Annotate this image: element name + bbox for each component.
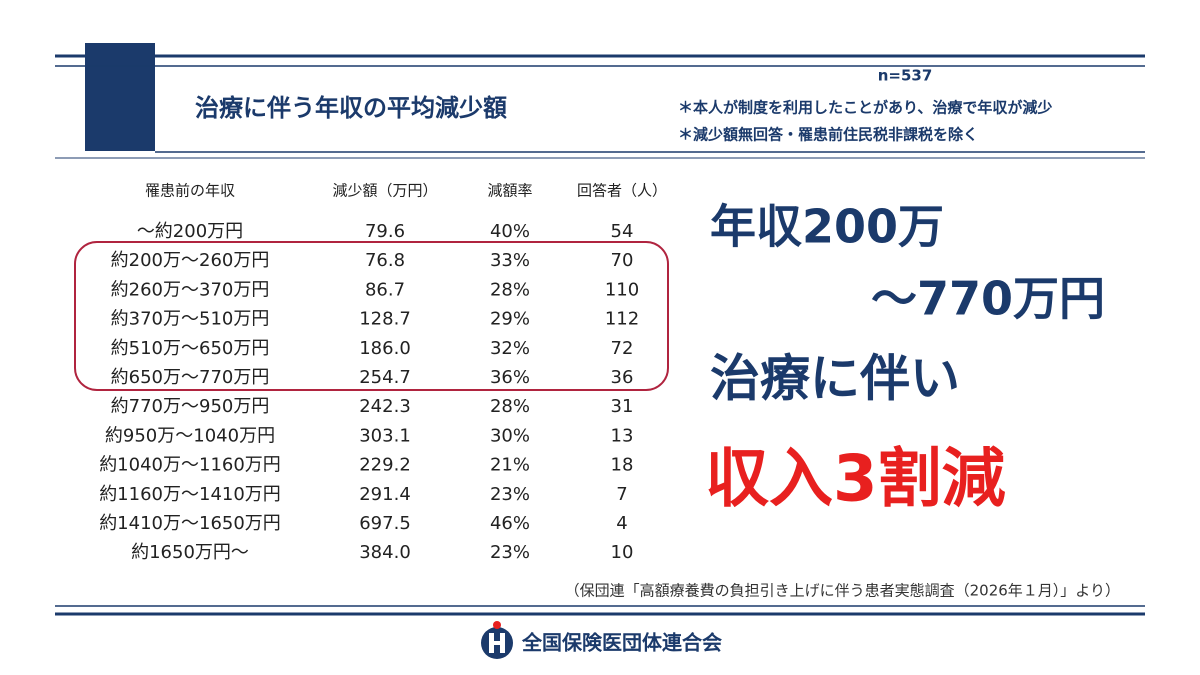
table-cell: 128.7 <box>359 309 411 330</box>
callout: 治療に伴い <box>710 350 960 408</box>
table-cell: 4 <box>616 513 627 534</box>
table-cell: 約950万～1040万円 <box>105 425 275 446</box>
table-cell: 29% <box>490 309 530 330</box>
table-cell: 36 <box>611 367 634 388</box>
table-cell: 23% <box>490 542 530 563</box>
table-cell: 28% <box>490 396 530 417</box>
table-cell: 約650万～770万円 <box>111 367 270 388</box>
table-cell: ～約200万円 <box>137 221 243 242</box>
table-cell: 32% <box>490 338 530 359</box>
table-cell: 10 <box>611 542 634 563</box>
table-cell: 291.4 <box>359 484 411 505</box>
table-cell: 13 <box>611 425 634 446</box>
table-cell: 76.8 <box>365 250 405 271</box>
table-cell: 36% <box>490 367 530 388</box>
logo <box>481 621 513 659</box>
table-cell: 79.6 <box>365 221 405 242</box>
table-cell: 約370万～510万円 <box>111 309 270 330</box>
table-cell: 303.1 <box>359 425 411 446</box>
table-cell: 70 <box>611 250 634 271</box>
table-cell: 約510万～650万円 <box>111 338 270 359</box>
table-cell: 46% <box>490 513 530 534</box>
table-cell: 約1160万～1410万円 <box>99 484 281 505</box>
table-cell: 23% <box>490 484 530 505</box>
table-cell: 18 <box>611 455 634 476</box>
highlight-box <box>74 241 669 391</box>
note: ＊減少額無回答・罹患前住民税非課税を除く <box>678 126 978 144</box>
table: 罹患前の年収 減少額（万円） 減額率 回答者（人） ～約200万円 79.6 40% 54 約2… <box>99 182 667 564</box>
table-cell: 約1040万～1160万円 <box>99 455 281 476</box>
table-cell: 33% <box>490 250 530 271</box>
column-header: 回答者（人） <box>577 182 667 200</box>
column-header: 罹患前の年収 <box>145 182 235 200</box>
column-header: 減少額（万円） <box>332 182 437 200</box>
note: ＊本人が制度を利用したことがあり、治療で年収が減少 <box>678 99 1052 117</box>
table-cell: 72 <box>611 338 634 359</box>
table-cell: 約260万～370万円 <box>111 279 270 300</box>
table-cell: 28% <box>490 279 530 300</box>
table-cell: 242.3 <box>359 396 411 417</box>
table-cell: 約200万～260万円 <box>111 250 270 271</box>
column-header: 減額率 <box>487 182 532 200</box>
source: （保団連「高額療養費の負担引き上げに伴う患者実態調査（2026年１月）」より） <box>565 582 1120 600</box>
callout-emphasis: 収入3割減 <box>705 443 1006 517</box>
table-cell: 7 <box>616 484 627 505</box>
callout: ～770万円 <box>871 272 1105 326</box>
table-cell: 229.2 <box>359 455 411 476</box>
callout: 年収200万 <box>710 200 944 254</box>
table-cell: 110 <box>605 279 639 300</box>
table-cell: 54 <box>611 221 634 242</box>
table-cell: 約770万～950万円 <box>111 396 270 417</box>
table-cell: 86.7 <box>365 279 405 300</box>
organization: 全国保険医団体連合会 <box>521 631 722 655</box>
table-cell: 112 <box>605 309 639 330</box>
table-cell: 21% <box>490 455 530 476</box>
table-cell: 254.7 <box>359 367 411 388</box>
title: 治療に伴う年収の平均減少額 <box>195 94 507 122</box>
table-cell: 697.5 <box>359 513 411 534</box>
header-block <box>85 43 155 151</box>
table-cell: 31 <box>611 396 634 417</box>
table-cell: 約1650万円～ <box>131 542 249 563</box>
sample-size: n=537 <box>878 67 933 85</box>
table-cell: 30% <box>490 425 530 446</box>
table-cell: 40% <box>490 221 530 242</box>
table-cell: 384.0 <box>359 542 411 563</box>
table-cell: 186.0 <box>359 338 411 359</box>
table-cell: 約1410万～1650万円 <box>99 513 281 534</box>
